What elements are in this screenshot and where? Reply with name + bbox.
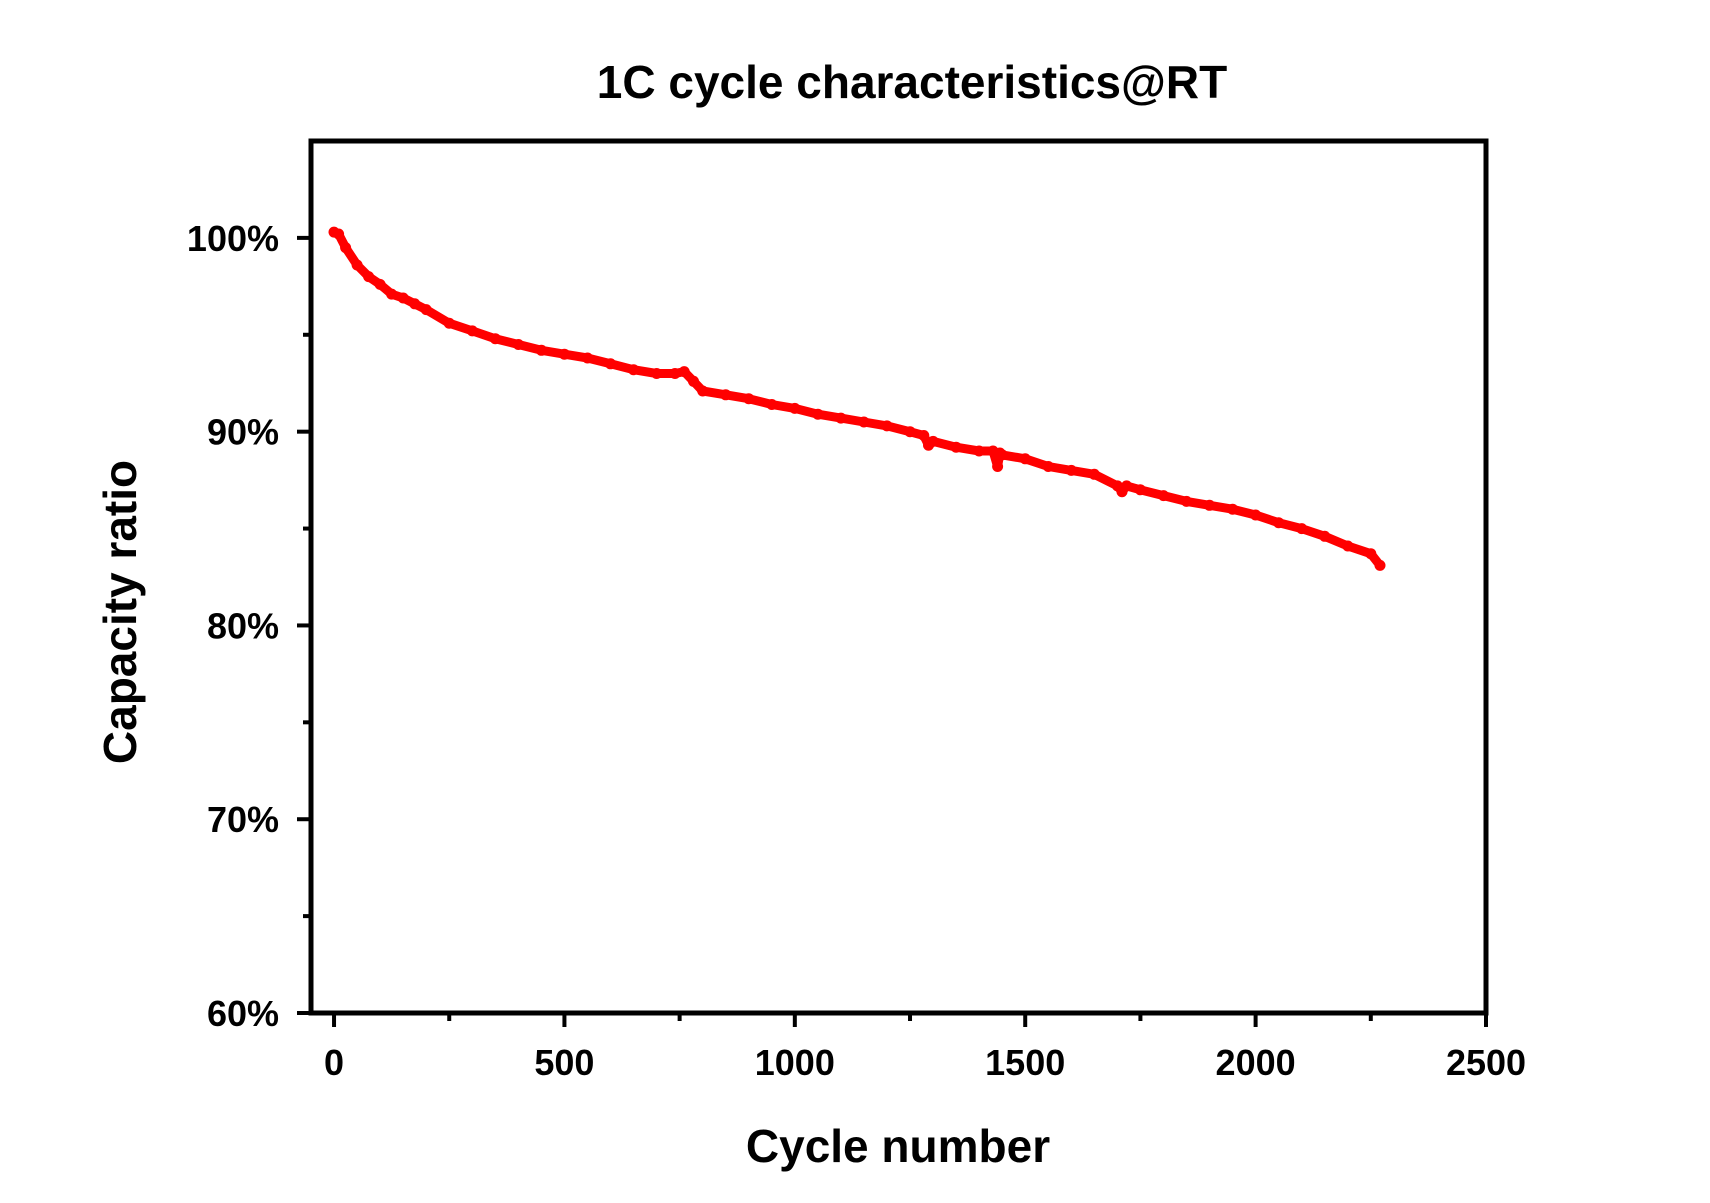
data-point <box>1121 480 1133 492</box>
chart-title: 1C cycle characteristics@RT <box>597 56 1227 108</box>
y-axis: 60% 70% 80% 90% 100% <box>187 218 311 1034</box>
data-point <box>927 435 939 447</box>
plot-frame <box>308 138 1489 1016</box>
data-point <box>766 399 778 410</box>
data-point <box>720 389 732 401</box>
x-tick-label: 500 <box>534 1042 594 1083</box>
data-point <box>558 348 570 360</box>
data-point <box>420 304 432 316</box>
data-point <box>743 393 755 405</box>
data-point <box>386 288 398 300</box>
data-point <box>812 408 824 420</box>
y-tick-label: 60% <box>207 993 279 1034</box>
data-point <box>535 344 547 356</box>
x-tick-label: 2000 <box>1216 1042 1296 1083</box>
data-point <box>333 228 345 240</box>
data-point <box>340 242 352 254</box>
data-point <box>1365 548 1377 560</box>
data-point <box>881 420 893 432</box>
data-point <box>950 441 962 453</box>
data-point <box>351 259 363 271</box>
x-axis-label: Cycle number <box>746 1120 1050 1172</box>
data-point <box>489 333 501 345</box>
y-tick-label: 90% <box>207 412 279 453</box>
data-point <box>996 449 1008 461</box>
data-point <box>1319 530 1331 542</box>
data-point <box>858 416 870 428</box>
data-point <box>1374 559 1386 571</box>
data-point <box>363 271 375 283</box>
data-point <box>443 317 455 329</box>
x-tick-label: 1500 <box>985 1042 1065 1083</box>
data-point <box>512 339 524 350</box>
data-point <box>1181 495 1192 507</box>
data-point <box>651 368 663 379</box>
data-point <box>1065 464 1077 476</box>
data-point <box>409 298 421 310</box>
x-tick-label: 1000 <box>755 1042 835 1083</box>
data-point <box>1019 453 1031 465</box>
data-point <box>918 430 930 441</box>
data-point <box>1088 468 1100 480</box>
data-point <box>1342 540 1354 552</box>
x-tick-label: 0 <box>324 1042 344 1083</box>
data-point <box>1227 503 1239 515</box>
y-tick-label: 70% <box>207 799 279 840</box>
data-point <box>904 426 916 438</box>
data-point <box>835 412 847 424</box>
data-point <box>582 352 593 364</box>
data-point <box>1204 499 1215 511</box>
data-point <box>1296 523 1308 535</box>
data-point <box>466 325 478 337</box>
y-tick-label: 80% <box>207 605 279 646</box>
data-point <box>697 385 709 397</box>
data-point <box>605 358 616 370</box>
data-point <box>374 278 386 290</box>
x-axis: 0 500 1000 1500 2000 2500 <box>324 1013 1526 1083</box>
data-point <box>1158 490 1169 502</box>
data-point <box>669 368 681 379</box>
data-point <box>628 364 639 376</box>
data-point <box>1134 484 1146 496</box>
series-layer <box>328 226 1386 571</box>
y-tick-label: 100% <box>187 218 279 259</box>
data-point <box>992 461 1004 472</box>
data-point <box>789 402 801 414</box>
x-tick-label: 2500 <box>1446 1042 1526 1083</box>
data-point <box>688 375 699 387</box>
data-point <box>397 292 409 304</box>
series-line <box>329 227 1385 570</box>
y-axis-label: Capacity ratio <box>94 460 146 764</box>
data-point <box>1250 509 1262 521</box>
data-point <box>1042 461 1054 472</box>
data-point <box>1273 517 1285 529</box>
data-point <box>678 366 690 378</box>
data-point <box>973 445 985 457</box>
